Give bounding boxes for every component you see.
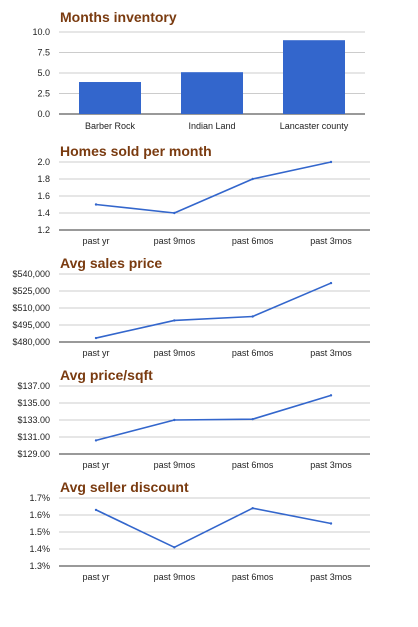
x-category-label: past 9mos <box>154 460 196 470</box>
data-point <box>251 507 254 510</box>
bar-barber-rock <box>79 82 141 114</box>
y-tick-label: $480,000 <box>12 337 50 347</box>
y-tick-label: 0.0 <box>37 109 50 119</box>
y-tick-label: 1.7% <box>29 493 50 503</box>
y-tick-label: 1.6% <box>29 510 50 520</box>
y-tick-label: $137.00 <box>17 381 50 391</box>
x-category-label: past yr <box>82 348 109 358</box>
y-tick-label: $510,000 <box>12 303 50 313</box>
series-line <box>95 507 332 549</box>
y-tick-label: $135.00 <box>17 398 50 408</box>
series-line <box>95 394 332 442</box>
y-tick-label: 1.3% <box>29 561 50 571</box>
y-tick-label: 1.2 <box>37 225 50 235</box>
series-line <box>95 161 332 214</box>
x-category-label: Barber Rock <box>85 121 136 131</box>
x-category-label: past 3mos <box>310 572 352 582</box>
data-point <box>329 281 333 285</box>
data-point <box>329 394 333 397</box>
x-category-label: past 6mos <box>232 572 274 582</box>
months-inventory-chart: 10.0 7.5 5.0 2.5 0.0 Barber Rock Indian Land La… <box>32 27 365 131</box>
avg-seller-discount-chart: 1.7% 1.6% 1.5% 1.4% 1.3% past yr past 9mos past… <box>29 493 370 582</box>
data-point <box>173 319 176 322</box>
data-point <box>173 546 176 549</box>
chart-title-avg-sales-price: Avg sales price <box>60 255 163 271</box>
x-category-label: past 6mos <box>232 460 274 470</box>
y-tick-label: 2.5 <box>37 89 50 99</box>
data-point <box>94 336 98 340</box>
chart-title-avg-price-sqft: Avg price/sqft <box>60 367 153 383</box>
y-tick-label: 1.5% <box>29 527 50 537</box>
x-category-label: past yr <box>82 572 109 582</box>
x-category-label: past 3mos <box>310 348 352 358</box>
data-point <box>94 439 98 442</box>
y-tick-label: $129.00 <box>17 449 50 459</box>
data-point <box>329 160 333 164</box>
y-tick-label: $131.00 <box>17 432 50 442</box>
x-category-label: past yr <box>82 236 109 246</box>
series-line <box>95 282 332 339</box>
y-tick-label: 10.0 <box>32 27 50 37</box>
data-point <box>251 417 254 421</box>
avg-price-sqft-chart: $137.00 $135.00 $133.00 $131.00 $129.00 past … <box>17 381 370 470</box>
x-category-label: past 3mos <box>310 460 352 470</box>
data-point <box>173 418 176 422</box>
x-category-label: past 9mos <box>154 572 196 582</box>
chart-title-months-inventory: Months inventory <box>60 9 177 25</box>
y-tick-label: 1.4% <box>29 544 50 554</box>
homes-sold-chart: 2.0 1.8 1.6 1.4 1.2 past yr past 9mos past 6mos… <box>37 157 370 246</box>
avg-sales-price-chart: $540,000 $525,000 $510,000 $495,000 $480,000… <box>12 269 370 358</box>
x-category-label: past 6mos <box>232 348 274 358</box>
y-tick-label: $133.00 <box>17 415 50 425</box>
x-category-label: past 6mos <box>232 236 274 246</box>
data-point <box>329 522 333 525</box>
y-tick-label: 7.5 <box>37 48 50 58</box>
bar-indian-land <box>181 72 243 114</box>
chart-title-avg-seller-discount: Avg seller discount <box>60 479 189 495</box>
y-tick-label: $495,000 <box>12 320 50 330</box>
y-tick-label: 1.4 <box>37 208 50 218</box>
data-point <box>173 211 176 215</box>
data-point <box>251 315 254 318</box>
data-point <box>94 203 98 206</box>
y-tick-label: $525,000 <box>12 286 50 296</box>
bar-lancaster-county <box>283 40 345 115</box>
x-category-label: past 3mos <box>310 236 352 246</box>
x-category-label: Lancaster county <box>280 121 349 131</box>
data-point <box>94 508 98 512</box>
y-tick-label: 2.0 <box>37 157 50 167</box>
y-tick-label: 1.8 <box>37 174 50 184</box>
y-tick-label: 5.0 <box>37 68 50 78</box>
x-category-label: Indian Land <box>188 121 235 131</box>
chart-title-homes-sold: Homes sold per month <box>60 143 212 159</box>
x-category-label: past 9mos <box>154 236 196 246</box>
y-tick-label: $540,000 <box>12 269 50 279</box>
data-point <box>251 177 254 181</box>
x-category-label: past 9mos <box>154 348 196 358</box>
x-category-label: past yr <box>82 460 109 470</box>
y-tick-label: 1.6 <box>37 191 50 201</box>
